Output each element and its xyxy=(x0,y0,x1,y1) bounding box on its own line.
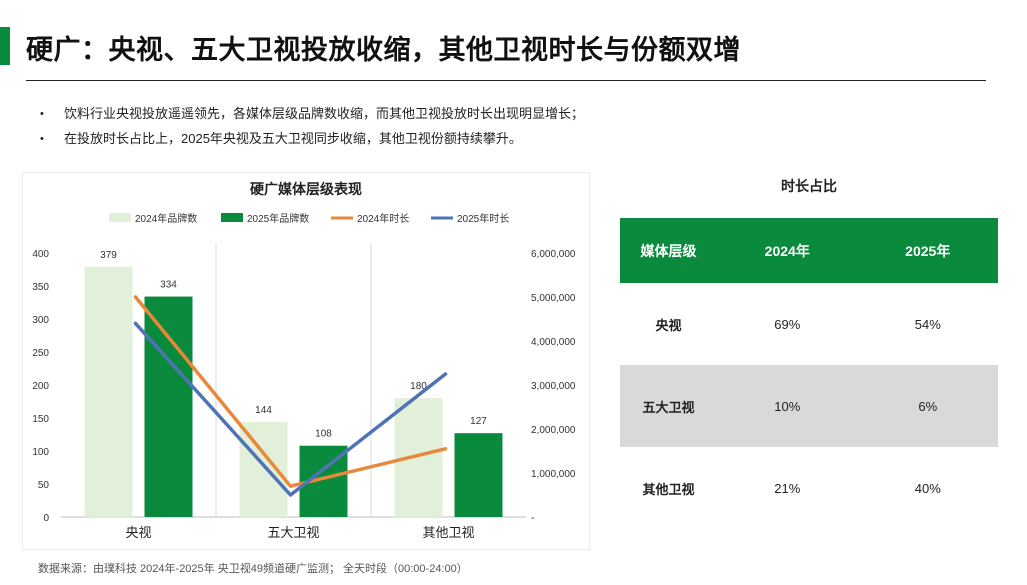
bullet-item: 在投放时长占比上，2025年央视及五大卫视同步收缩，其他卫视份额持续攀升。 xyxy=(40,128,584,153)
legend-label: 2024年品牌数 xyxy=(135,212,197,225)
cell-2025: 54% xyxy=(914,316,941,332)
y-left-tick-label: 250 xyxy=(32,348,49,359)
y-right-tick-label: 1,000,000 xyxy=(531,469,576,480)
legend-label: 2024年时长 xyxy=(357,212,409,225)
y-right-tick-label: 2,000,000 xyxy=(531,425,576,436)
y-left-tick-label: 300 xyxy=(32,315,49,326)
y-left-tick-label: 0 xyxy=(43,513,49,524)
bar-data-label: 180 xyxy=(410,381,427,392)
table-row: 五大卫视 10% 6% xyxy=(620,365,998,447)
title-accent-bar xyxy=(0,27,10,65)
legend-label: 2025年品牌数 xyxy=(247,212,309,225)
x-category-label: 央视 xyxy=(125,525,151,540)
bar-data-label: 108 xyxy=(315,429,332,440)
bullet-item: 饮料行业央视投放遥遥领先，各媒体层级品牌数收缩，而其他卫视投放时长出现明显增长； xyxy=(40,103,584,128)
cell-level: 五大卫视 xyxy=(620,365,717,447)
x-category-label: 五大卫视 xyxy=(267,525,319,540)
duration-share-table: 媒体层级 2024年 2025年 央视 69% 54% 五大卫视 10% 6% … xyxy=(620,218,998,529)
page-title: 硬广：央视、五大卫视投放收缩，其他卫视时长与份额双增 xyxy=(26,35,741,65)
y-left-tick-label: 50 xyxy=(38,480,50,491)
table-row: 央视 69% 54% xyxy=(620,283,998,365)
cell-2024: 21% xyxy=(774,480,801,496)
table-row: 其他卫视 21% 40% xyxy=(620,447,998,529)
table-title: 时长占比 xyxy=(781,178,837,194)
table-header-level: 媒体层级 xyxy=(620,218,717,283)
y-right-tick-label: 6,000,000 xyxy=(531,249,576,260)
y-left-tick-label: 100 xyxy=(32,447,49,458)
y-right-tick-label: 4,000,000 xyxy=(531,337,576,348)
cell-level: 央视 xyxy=(655,317,682,333)
table-header-2025: 2025年 xyxy=(857,218,998,283)
bar-data-label: 144 xyxy=(255,405,272,416)
title-divider xyxy=(26,80,986,81)
legend-swatch xyxy=(221,213,243,222)
media-tier-chart: 硬广媒体层级表现 2024年品牌数 2025年品牌数 2024年时长 2025年时长 0 5… xyxy=(32,181,576,540)
cell-level: 其他卫视 xyxy=(642,481,695,497)
y-left-tick-label: 350 xyxy=(32,282,49,293)
line-series xyxy=(133,321,448,497)
bar xyxy=(454,433,503,517)
bar-data-label: 379 xyxy=(100,250,117,261)
y-right-tick-label: - xyxy=(531,513,534,524)
y-right-tick-label: 5,000,000 xyxy=(531,293,576,304)
bar-data-label: 127 xyxy=(470,416,487,427)
x-category-label: 其他卫视 xyxy=(422,525,474,540)
line-series xyxy=(133,295,448,488)
legend-label: 2025年时长 xyxy=(457,212,509,225)
table-header-2024: 2024年 xyxy=(717,218,858,283)
cell-2025: 6% xyxy=(857,365,998,447)
table-header-row: 媒体层级 2024年 2025年 xyxy=(620,218,998,283)
cell-2024: 69% xyxy=(774,316,801,332)
chart-title: 硬广媒体层级表现 xyxy=(250,181,362,197)
chart-card: 硬广媒体层级表现 2024年品牌数 2025年品牌数 2024年时长 2025年时长 0 5… xyxy=(22,172,590,550)
y-left-tick-label: 200 xyxy=(32,381,49,392)
summary-bullets: 饮料行业央视投放遥遥领先，各媒体层级品牌数收缩，而其他卫视投放时长出现明显增长；… xyxy=(40,103,584,153)
cell-2024: 10% xyxy=(717,365,858,447)
y-left-tick-label: 400 xyxy=(32,249,49,260)
cell-2025: 40% xyxy=(914,480,941,496)
bar xyxy=(144,296,193,517)
y-left-tick-label: 150 xyxy=(32,414,49,425)
bar xyxy=(84,266,133,517)
source-note: 数据来源：由璞科技 2024年-2025年 央卫视49频道硬广监测； 全天时段（… xyxy=(38,563,468,575)
bar-data-label: 334 xyxy=(160,280,177,291)
bar xyxy=(239,421,288,517)
legend-swatch xyxy=(109,213,131,222)
y-right-tick-label: 3,000,000 xyxy=(531,381,576,392)
